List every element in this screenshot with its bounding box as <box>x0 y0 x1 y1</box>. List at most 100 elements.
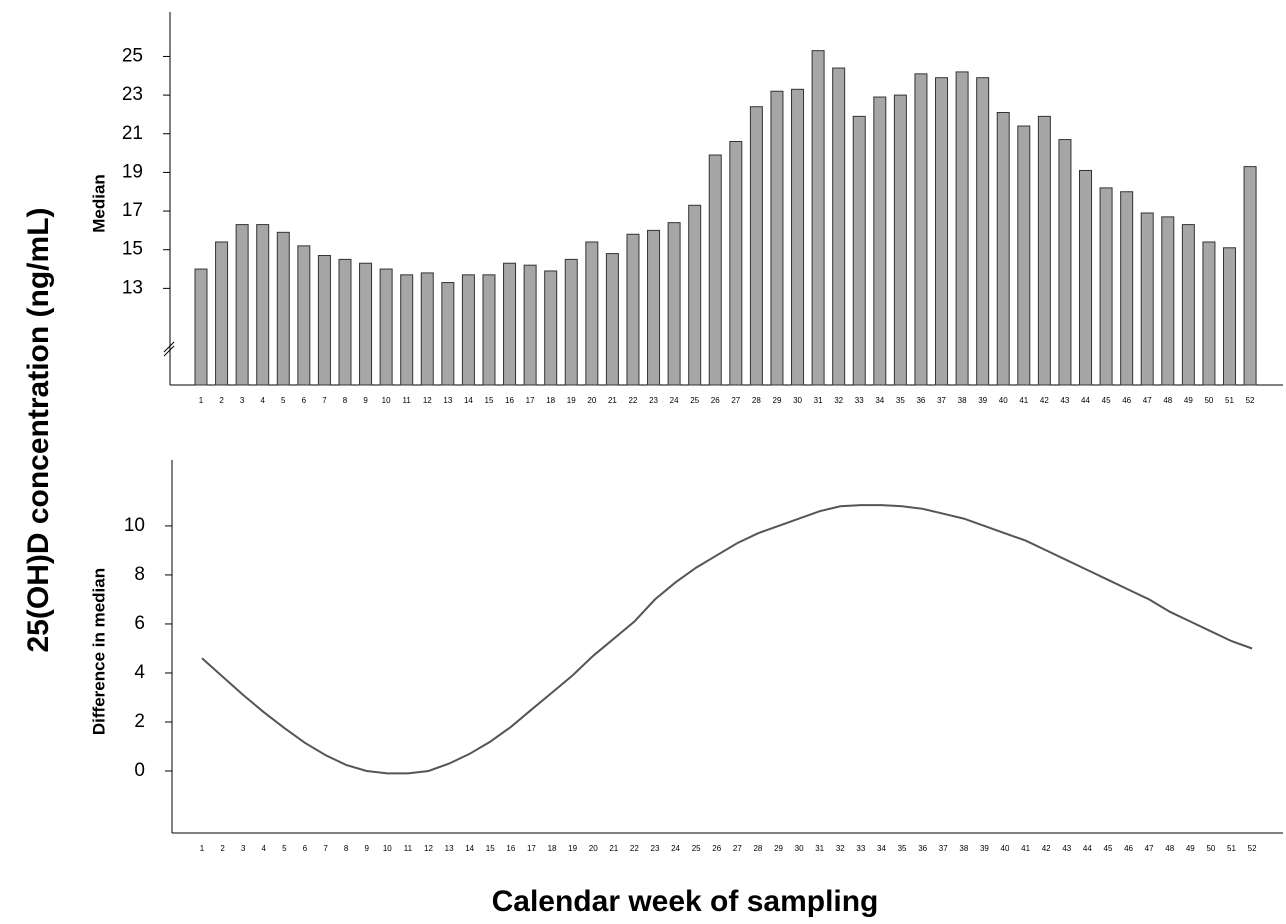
x-tick-label: 13 <box>443 396 452 405</box>
x-tick-label: 49 <box>1184 396 1193 405</box>
bar <box>667 222 681 386</box>
y-tick-label: 19 <box>122 161 143 182</box>
y-tick-label: 6 <box>134 613 145 634</box>
x-tick-label: 6 <box>303 844 308 853</box>
x-tick-label: 46 <box>1122 396 1131 405</box>
x-tick-label: 41 <box>1021 844 1030 853</box>
bar <box>1202 241 1216 386</box>
x-tick-label: 8 <box>343 396 348 405</box>
bar <box>770 90 784 386</box>
bar <box>256 224 270 386</box>
x-tick-label: 17 <box>527 844 536 853</box>
x-tick-label: 26 <box>712 844 721 853</box>
x-tick-label: 49 <box>1186 844 1195 853</box>
y-tick-label: 25 <box>122 45 143 66</box>
x-tick-label: 38 <box>958 396 967 405</box>
bar <box>379 268 393 386</box>
x-tick-label: 20 <box>589 844 598 853</box>
x-tick-label: 28 <box>753 844 762 853</box>
bar <box>544 270 558 386</box>
x-tick-label: 12 <box>423 396 432 405</box>
x-tick-label: 34 <box>877 844 886 853</box>
x-tick-label: 1 <box>199 396 204 405</box>
axis-break <box>163 345 175 357</box>
x-tick-label: 35 <box>898 844 907 853</box>
x-tick-label: 19 <box>567 396 576 405</box>
x-tick-label: 51 <box>1225 396 1234 405</box>
x-tick-label: 29 <box>773 396 782 405</box>
bar <box>708 154 722 386</box>
x-tick-label: 45 <box>1102 396 1111 405</box>
line <box>201 504 1253 775</box>
bar <box>1017 125 1031 386</box>
bar <box>1079 169 1093 386</box>
x-tick-label: 2 <box>220 844 225 853</box>
bar <box>688 204 702 386</box>
x-tick-label: 25 <box>690 396 699 405</box>
bar <box>503 262 517 386</box>
bar <box>359 262 373 386</box>
x-tick-label: 5 <box>282 844 287 853</box>
x-tick-label: 42 <box>1042 844 1051 853</box>
bar <box>441 282 455 386</box>
bar <box>461 274 475 386</box>
bar <box>1140 212 1154 386</box>
x-tick-label: 4 <box>260 396 265 405</box>
x-tick-label: 37 <box>939 844 948 853</box>
x-tick-label: 50 <box>1206 844 1215 853</box>
x-tick-label: 15 <box>485 396 494 405</box>
x-tick-label: 39 <box>978 396 987 405</box>
bar <box>935 77 949 386</box>
x-tick-label: 47 <box>1145 844 1154 853</box>
bar <box>626 233 640 386</box>
x-tick-label: 21 <box>608 396 617 405</box>
bar <box>420 272 434 386</box>
x-tick-label: 32 <box>836 844 845 853</box>
x-tick-label: 36 <box>916 396 925 405</box>
x-tick-label: 10 <box>383 844 392 853</box>
x-tick-label: 16 <box>506 844 515 853</box>
x-tick-label: 38 <box>959 844 968 853</box>
bar <box>317 255 331 386</box>
x-tick-label: 36 <box>918 844 927 853</box>
x-tick-label: 24 <box>671 844 680 853</box>
x-tick-label: 31 <box>815 844 824 853</box>
x-tick-label: 20 <box>587 396 596 405</box>
bar <box>523 264 537 386</box>
x-tick-label: 21 <box>609 844 618 853</box>
bar <box>1120 191 1134 386</box>
x-tick-label: 31 <box>814 396 823 405</box>
x-tick-label: 37 <box>937 396 946 405</box>
x-tick-label: 22 <box>630 844 639 853</box>
x-tick-label: 40 <box>999 396 1008 405</box>
bar <box>791 88 805 386</box>
x-tick-label: 44 <box>1081 396 1090 405</box>
bar <box>976 77 990 386</box>
x-tick-label: 11 <box>404 844 413 853</box>
bar <box>811 50 825 386</box>
bar <box>647 229 661 386</box>
x-tick-label: 51 <box>1227 844 1236 853</box>
x-tick-label: 2 <box>219 396 224 405</box>
bar <box>893 94 907 386</box>
bar <box>194 268 208 386</box>
bar <box>955 71 969 386</box>
x-tick-label: 9 <box>363 396 368 405</box>
x-tick-label: 43 <box>1060 396 1069 405</box>
y-axis-label: Median <box>89 174 108 233</box>
x-tick-label: 23 <box>651 844 660 853</box>
x-tick-label: 12 <box>424 844 433 853</box>
x-tick-label: 43 <box>1062 844 1071 853</box>
x-tick-label: 42 <box>1040 396 1049 405</box>
x-tick-label: 1 <box>200 844 205 853</box>
x-tick-label: 41 <box>1019 396 1028 405</box>
x-tick-label: 25 <box>692 844 701 853</box>
bar <box>605 253 619 386</box>
bar <box>235 224 249 386</box>
bar <box>338 258 352 386</box>
x-tick-label: 40 <box>1001 844 1010 853</box>
y-axis-label: Difference in median <box>89 568 108 735</box>
x-tick-label: 27 <box>733 844 742 853</box>
x-tick-label: 52 <box>1248 844 1257 853</box>
bar <box>729 140 743 386</box>
